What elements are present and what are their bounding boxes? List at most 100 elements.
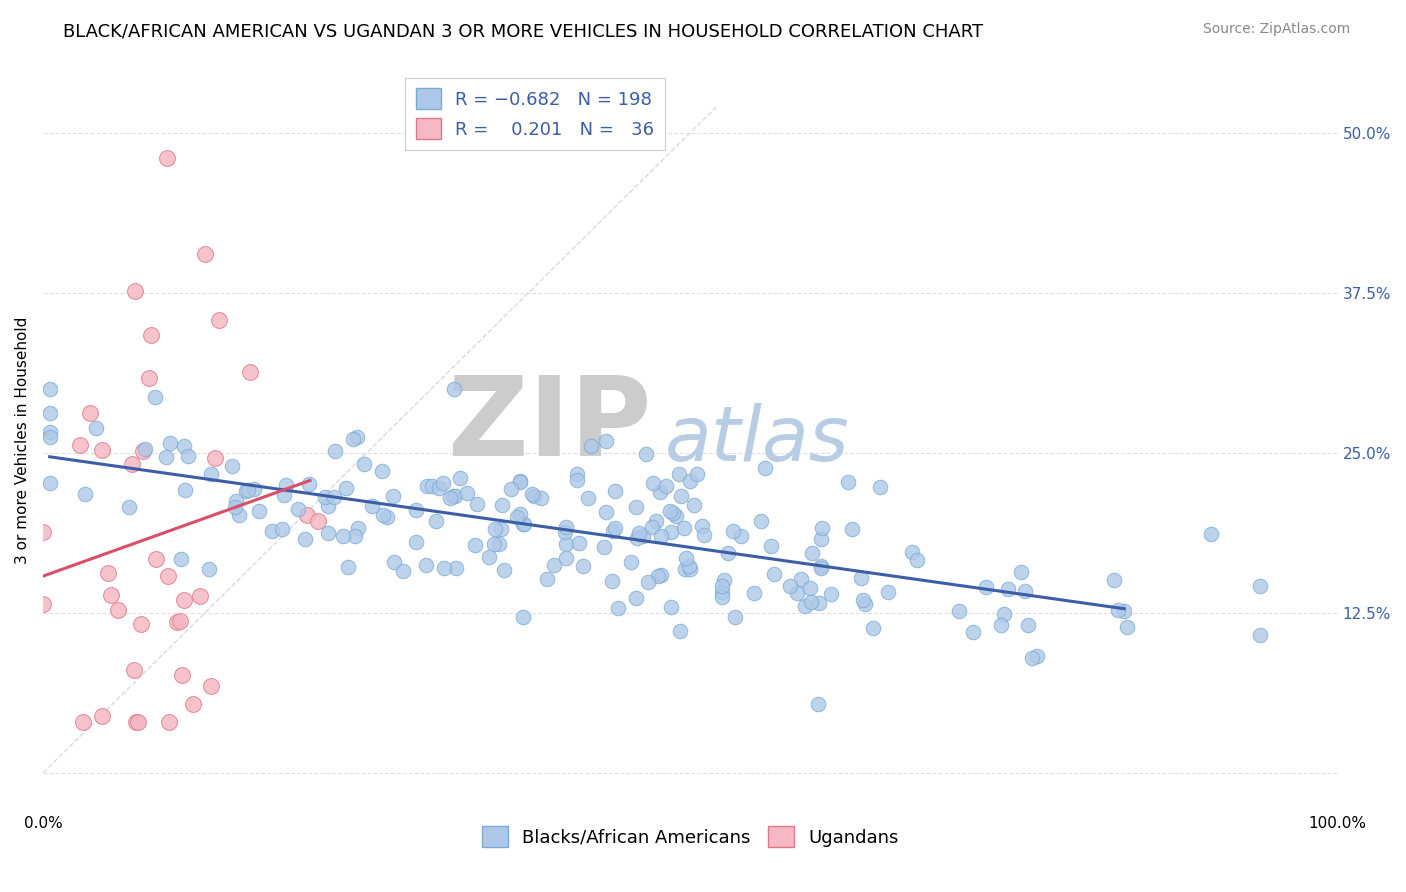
Point [717,546,740,560]
Point [710,590,733,604]
Point [624,500,647,514]
Point [342,432,364,446]
Point [852,593,875,607]
Point [543,558,565,572]
Point [316,499,339,513]
Point [100,587,122,601]
Point [786,586,808,600]
Point [127,714,149,729]
Point [465,497,488,511]
Point [444,561,467,575]
Point [314,490,336,504]
Point [236,483,259,497]
Point [509,507,531,521]
Point [1107,603,1129,617]
Point [298,477,321,491]
Point [626,531,648,545]
Point [32,525,55,540]
Point [555,519,578,533]
Point [710,579,733,593]
Point [188,589,211,603]
Point [579,439,602,453]
Point [1021,651,1043,665]
Point [810,560,832,574]
Point [139,328,162,343]
Point [443,382,465,396]
Point [877,584,900,599]
Point [693,528,716,542]
Point [679,475,702,489]
Point [107,603,129,617]
Point [427,481,450,495]
Point [492,563,515,577]
Point [432,475,454,490]
Point [375,510,398,524]
Point [807,596,830,610]
Point [628,525,651,540]
Point [554,550,576,565]
Point [1104,573,1126,587]
Point [38,476,60,491]
Point [482,537,505,551]
Point [501,482,523,496]
Point [512,609,534,624]
Point [603,521,626,535]
Point [260,524,283,539]
Point [346,430,368,444]
Point [224,500,246,515]
Point [38,430,60,444]
Point [138,371,160,385]
Point [208,313,231,327]
Point [665,509,688,524]
Point [405,535,427,549]
Point [710,585,733,599]
Point [197,562,219,576]
Point [640,520,662,534]
Point [441,489,464,503]
Point [811,521,834,535]
Point [976,580,998,594]
Point [316,525,339,540]
Point [790,572,813,586]
Point [132,443,155,458]
Text: ZIP: ZIP [449,371,651,478]
Point [602,524,624,538]
Point [295,508,318,523]
Text: BLACK/AFRICAN AMERICAN VS UGANDAN 3 OR MORE VEHICLES IN HOUSEHOLD CORRELATION CH: BLACK/AFRICAN AMERICAN VS UGANDAN 3 OR M… [63,22,983,40]
Point [270,522,292,536]
Point [530,491,553,505]
Point [488,537,510,551]
Point [807,698,830,712]
Point [1025,648,1047,663]
Point [650,568,672,582]
Point [420,478,443,492]
Point [644,514,666,528]
Point [962,625,984,640]
Point [125,714,148,729]
Point [124,284,146,298]
Point [997,582,1019,597]
Point [72,714,94,729]
Point [810,532,832,546]
Point [416,479,439,493]
Point [1116,620,1139,634]
Point [724,610,747,624]
Point [91,709,114,723]
Point [38,425,60,439]
Point [576,491,599,505]
Point [90,442,112,457]
Point [607,601,630,615]
Point [659,525,682,540]
Point [536,572,558,586]
Point [439,491,461,506]
Point [869,480,891,494]
Point [176,449,198,463]
Point [565,473,588,487]
Point [993,607,1015,621]
Point [145,390,167,404]
Point [749,514,772,528]
Point [73,487,96,501]
Point [1010,565,1032,579]
Point [79,406,101,420]
Point [901,545,924,559]
